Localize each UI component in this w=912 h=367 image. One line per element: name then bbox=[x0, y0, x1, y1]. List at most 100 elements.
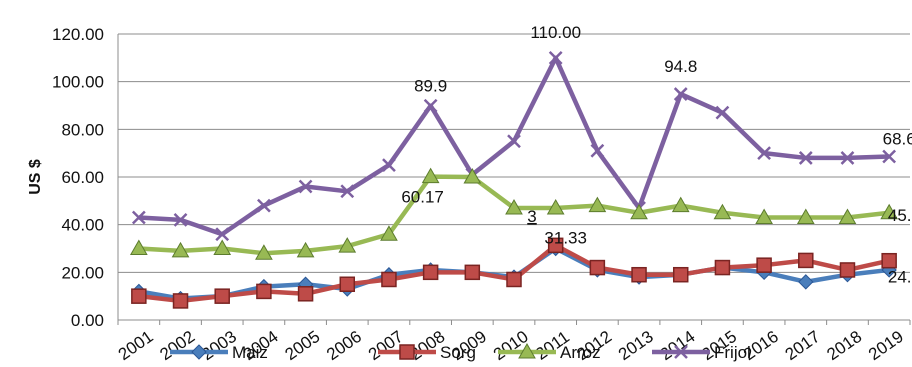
data-label: 60.17 bbox=[401, 188, 444, 207]
data-point bbox=[796, 208, 815, 225]
data-label: 68.6 bbox=[883, 130, 912, 149]
y-tick-label: 20.00 bbox=[61, 263, 104, 282]
data-point bbox=[714, 259, 731, 276]
legend-label: Maiz bbox=[232, 343, 268, 362]
data-point bbox=[298, 179, 313, 194]
data-point bbox=[839, 262, 856, 278]
data-label: 89.9 bbox=[414, 77, 447, 96]
data-point bbox=[215, 227, 230, 242]
y-axis-label: US $ bbox=[27, 159, 44, 195]
data-point bbox=[129, 239, 148, 255]
gridlines bbox=[118, 33, 910, 273]
data-point bbox=[798, 151, 813, 165]
data-label: 45.00 bbox=[888, 206, 912, 225]
y-tick-label: 100.00 bbox=[52, 73, 104, 92]
data-point bbox=[172, 293, 189, 309]
data-point bbox=[590, 143, 605, 158]
data-point bbox=[798, 274, 814, 290]
y-tick-label: 40.00 bbox=[61, 216, 104, 235]
data-point bbox=[255, 244, 273, 260]
data-point bbox=[297, 286, 314, 302]
legend: Maiz Sorg Arroz Frijol bbox=[170, 342, 751, 362]
x-tick-label: 2010 bbox=[490, 327, 532, 364]
x-tick-label: 2018 bbox=[823, 327, 865, 364]
x-tick-label: 2002 bbox=[156, 327, 198, 364]
legend-item-maiz: Maiz bbox=[170, 343, 268, 362]
legend-label: Frijol bbox=[714, 343, 751, 362]
data-point bbox=[588, 196, 607, 213]
data-label: 3 bbox=[527, 207, 536, 226]
data-label: 110.00 bbox=[530, 23, 581, 42]
data-point bbox=[880, 203, 899, 220]
data-point bbox=[257, 198, 271, 213]
legend-marker bbox=[191, 344, 207, 360]
legend-item-arroz: Arroz bbox=[498, 342, 601, 362]
legend-label: Arroz bbox=[560, 343, 601, 362]
data-point bbox=[756, 257, 772, 273]
data-point bbox=[630, 203, 648, 220]
data-label: 31.33 bbox=[544, 228, 587, 247]
data-point bbox=[382, 158, 396, 172]
x-tick-label: 2001 bbox=[115, 327, 157, 364]
data-point bbox=[422, 264, 439, 281]
data-point bbox=[214, 288, 230, 304]
data-point bbox=[171, 241, 190, 258]
data-point bbox=[296, 241, 315, 258]
x-tick-label: 2006 bbox=[323, 327, 365, 364]
data-point bbox=[340, 184, 355, 199]
legend-marker bbox=[399, 344, 415, 360]
x-tick-label: 2019 bbox=[865, 327, 907, 364]
data-point bbox=[631, 266, 647, 283]
x-tick-label: 2014 bbox=[657, 327, 699, 364]
legend-item-frijol: Frijol bbox=[652, 343, 751, 362]
x-tick-label: 2005 bbox=[281, 327, 323, 364]
data-point bbox=[881, 252, 897, 269]
data-point bbox=[882, 149, 897, 164]
data-point bbox=[546, 198, 565, 215]
data-point bbox=[463, 167, 482, 184]
data-point bbox=[506, 271, 522, 288]
series-sorg bbox=[131, 237, 897, 309]
data-point bbox=[338, 237, 357, 253]
x-tick-label: 2013 bbox=[615, 327, 657, 364]
series-arroz bbox=[129, 167, 899, 260]
data-point bbox=[671, 196, 690, 213]
data-point bbox=[798, 252, 814, 269]
legend-label: Sorg bbox=[440, 343, 476, 362]
data-point bbox=[672, 266, 689, 283]
data-point bbox=[256, 283, 272, 300]
data-point bbox=[547, 237, 564, 254]
data-point bbox=[757, 146, 771, 161]
y-tick-label: 80.00 bbox=[61, 120, 104, 139]
legend-marker bbox=[518, 342, 536, 359]
series-frijol bbox=[131, 50, 897, 242]
legend-marker bbox=[674, 345, 688, 359]
data-point bbox=[173, 213, 188, 227]
data-point bbox=[755, 208, 773, 225]
data-label: 94.8 bbox=[664, 57, 697, 76]
y-tick-label: 120.00 bbox=[52, 25, 104, 44]
legend-item-sorg: Sorg bbox=[378, 343, 476, 362]
data-point bbox=[673, 87, 688, 101]
x-tick-label: 2017 bbox=[782, 327, 824, 364]
data-point bbox=[505, 198, 523, 215]
data-point bbox=[507, 134, 521, 149]
data-point bbox=[589, 259, 606, 276]
data-point bbox=[131, 288, 147, 304]
data-point bbox=[838, 208, 857, 225]
data-point bbox=[380, 225, 398, 241]
data-point bbox=[713, 203, 732, 220]
data-point bbox=[840, 151, 855, 165]
data-point bbox=[421, 167, 440, 184]
data-label: 24.88 bbox=[888, 268, 912, 287]
data-point bbox=[339, 276, 356, 292]
data-point bbox=[131, 210, 146, 225]
data-point bbox=[715, 105, 730, 120]
data-point bbox=[213, 239, 232, 255]
y-tick-label: 60.00 bbox=[61, 168, 104, 187]
data-point bbox=[423, 98, 438, 113]
data-point bbox=[381, 271, 397, 288]
data-point bbox=[464, 264, 481, 281]
